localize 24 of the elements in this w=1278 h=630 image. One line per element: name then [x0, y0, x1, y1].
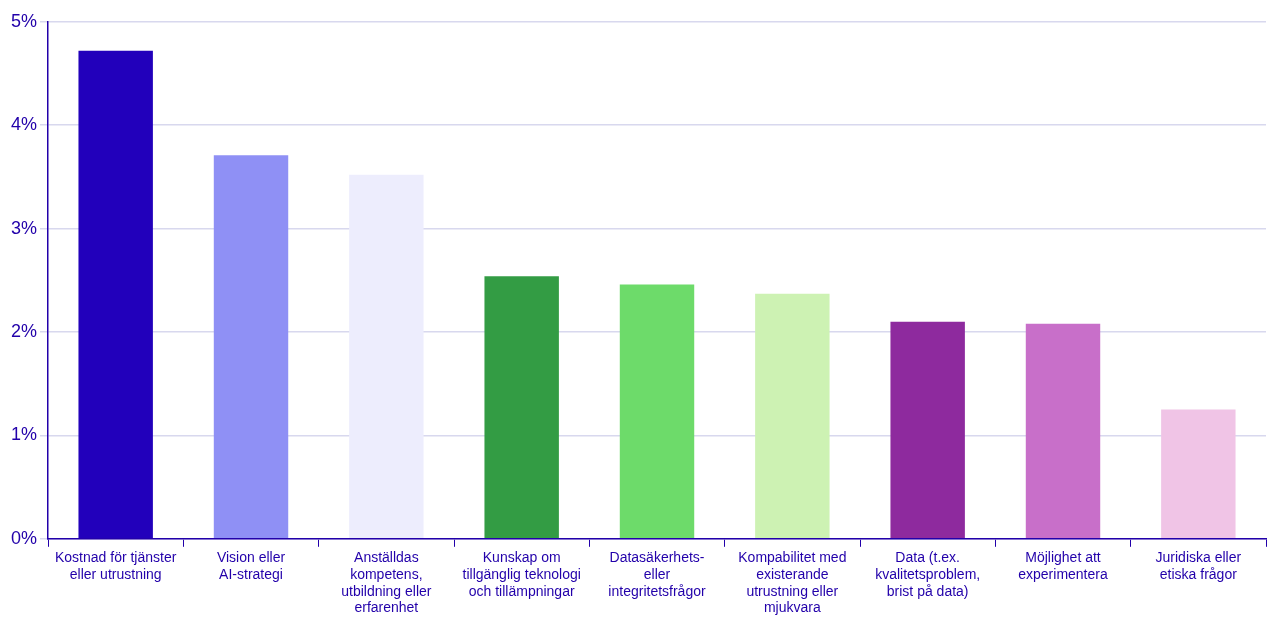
bar: [890, 321, 965, 539]
x-tick-label: Data (t.ex. kvalitetsproblem, brist på data): [875, 549, 981, 599]
y-tick-label: 2%: [11, 320, 38, 341]
y-tick-label: 3%: [11, 217, 38, 238]
bar: [78, 50, 153, 539]
bar: [1161, 409, 1236, 539]
bar: [213, 155, 289, 539]
x-tick-label: Kunskap om tillgänglig teknologi och tillämpningar: [462, 549, 581, 599]
x-tick-label: Vision eller AI-strategi: [216, 549, 286, 582]
y-tick-label: 4%: [11, 114, 38, 135]
x-tick-label: Juridiska eller etiska frågor: [1155, 549, 1242, 582]
y-tick-label: 1%: [11, 424, 38, 445]
y-tick-label: 0%: [11, 527, 38, 548]
x-tick-label: Kompabilitet med existerande utrustning eller mjukvara: [738, 549, 847, 616]
y-tick-label: 5%: [11, 10, 38, 31]
x-tick-label: Möjlighet att experimentera: [1018, 549, 1108, 582]
x-tick-label: Datasäkerhets- eller integritetsfrågor: [608, 549, 706, 599]
bar: [484, 276, 559, 539]
x-tick-label: Kostnad för tjänster eller utrustning: [54, 549, 177, 582]
bar: [619, 284, 695, 539]
bar: [755, 293, 830, 539]
bar: [1025, 323, 1101, 539]
bar: [349, 174, 424, 539]
x-tick-label: Anställdas kompetens, utbildning eller erfarenhet: [341, 549, 432, 616]
